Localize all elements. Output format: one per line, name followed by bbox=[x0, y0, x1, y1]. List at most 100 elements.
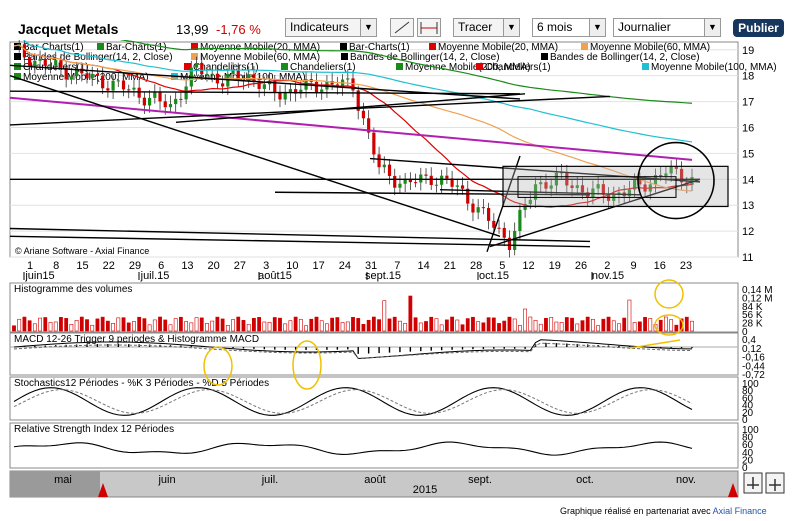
indicator-tick-label: 0 bbox=[742, 327, 748, 338]
legend-swatch bbox=[184, 63, 191, 70]
candle-body bbox=[361, 110, 366, 119]
volume-bar bbox=[669, 319, 674, 332]
volume-bar bbox=[554, 321, 559, 332]
stochastic-d-line bbox=[13, 389, 693, 414]
candle-body bbox=[549, 185, 553, 189]
tracer-dropdown[interactable]: Tracer ▼ bbox=[453, 18, 520, 37]
volume-bar bbox=[220, 318, 225, 332]
volume-bar bbox=[340, 322, 345, 332]
candle-body bbox=[194, 62, 199, 68]
candle-body bbox=[80, 68, 84, 74]
volume-bar bbox=[434, 318, 439, 332]
legend-label: Bar-Charts(1) bbox=[349, 42, 410, 53]
candle-body bbox=[288, 89, 293, 94]
volume-bar bbox=[356, 318, 361, 332]
volume-bar bbox=[549, 317, 554, 332]
x-day-label: 23 bbox=[680, 260, 692, 272]
highlight-zone bbox=[502, 165, 729, 208]
y-tick-label: 12 bbox=[742, 226, 754, 238]
x-day-label: 21 bbox=[444, 260, 456, 272]
volume-bar bbox=[627, 299, 632, 332]
candle-body bbox=[179, 98, 183, 100]
candle-body bbox=[33, 60, 37, 67]
zoom-in-icon bbox=[769, 479, 781, 491]
indicator-tick-label: 100 bbox=[742, 425, 759, 436]
candle-body bbox=[507, 237, 512, 250]
candle-body bbox=[299, 89, 303, 94]
x-month-label: juin15 bbox=[24, 270, 54, 282]
x-day-label: 7 bbox=[394, 260, 400, 272]
drawn-trend-line bbox=[9, 227, 591, 243]
candle-body bbox=[38, 58, 42, 61]
candle-body bbox=[273, 80, 277, 93]
candle-body bbox=[231, 70, 235, 74]
volume-bar bbox=[502, 320, 507, 332]
volume-bar bbox=[22, 316, 27, 332]
volume-bar bbox=[158, 316, 162, 332]
legend-label: Chandeliers(1) bbox=[485, 62, 551, 73]
volume-bar bbox=[507, 316, 512, 332]
indicator-tick-label: 0,12 M bbox=[742, 293, 773, 304]
candle-body bbox=[283, 93, 287, 100]
volume-bar bbox=[319, 320, 324, 332]
candle-body bbox=[638, 179, 642, 185]
indicators-label: Indicateurs bbox=[290, 20, 349, 34]
x-month-label: nov.15 bbox=[592, 270, 624, 282]
indicator-tick-label: 0 bbox=[742, 463, 748, 474]
candle-body bbox=[252, 74, 256, 81]
volume-bar bbox=[398, 320, 402, 332]
volume-bar bbox=[90, 324, 95, 332]
volume-bar bbox=[173, 318, 178, 332]
volume-bar bbox=[126, 322, 131, 332]
draw-line-button[interactable] bbox=[390, 18, 414, 37]
candle-body bbox=[382, 164, 386, 168]
y-tick-label: 13 bbox=[742, 200, 754, 212]
legend-label: Moyenne Mobile(100, MMA) bbox=[651, 62, 777, 73]
legend-swatch bbox=[541, 53, 548, 60]
indicators-dropdown[interactable]: Indicateurs ▼ bbox=[285, 18, 377, 37]
volume-bar bbox=[105, 320, 110, 332]
volume-bar bbox=[643, 317, 647, 332]
candle-body bbox=[28, 57, 32, 67]
volume-bar bbox=[465, 318, 470, 332]
volume-bar bbox=[559, 322, 564, 332]
volume-bar bbox=[163, 319, 168, 332]
volume-bar bbox=[382, 300, 387, 332]
volume-bar bbox=[450, 316, 454, 332]
volume-bar bbox=[471, 316, 475, 332]
drawn-trend-line bbox=[439, 188, 641, 196]
candle-body bbox=[278, 92, 282, 100]
stock-price: 13,99 bbox=[176, 22, 209, 37]
footer-link[interactable]: Axial Finance bbox=[712, 506, 767, 516]
indicator-panel-frame bbox=[9, 332, 739, 376]
indicator-tick-label: 100 bbox=[742, 379, 759, 390]
publish-button[interactable]: Publier bbox=[733, 19, 784, 37]
period-select[interactable]: 6 mois ▼ bbox=[532, 18, 606, 37]
tracer-label: Tracer bbox=[458, 20, 493, 34]
copyright-label: © Ariane Software - Axial Finance bbox=[15, 246, 149, 256]
candle-body bbox=[351, 78, 355, 91]
volume-bar bbox=[617, 323, 621, 332]
candle-body bbox=[372, 132, 376, 155]
volume-bar bbox=[570, 317, 574, 332]
draw-hline-button[interactable] bbox=[417, 18, 441, 37]
candle-body bbox=[121, 80, 126, 90]
candle-body bbox=[387, 164, 392, 176]
candle-body bbox=[664, 173, 668, 177]
volume-bar bbox=[523, 308, 528, 332]
x-day-label: 13 bbox=[181, 260, 193, 272]
candle-body bbox=[48, 65, 53, 67]
candle-body bbox=[393, 175, 397, 188]
interval-select[interactable]: Journalier ▼ bbox=[613, 18, 721, 37]
candle-body bbox=[377, 154, 381, 168]
volume-bar bbox=[591, 318, 595, 332]
candle-body bbox=[314, 81, 319, 93]
volume-bar bbox=[100, 316, 105, 332]
candle-body bbox=[544, 182, 548, 189]
candle-body bbox=[22, 44, 27, 58]
indicator-tick-label: 56 K bbox=[742, 310, 763, 321]
volume-bar bbox=[236, 316, 241, 332]
x-day-label: 12 bbox=[522, 260, 534, 272]
candle-body bbox=[262, 84, 266, 89]
